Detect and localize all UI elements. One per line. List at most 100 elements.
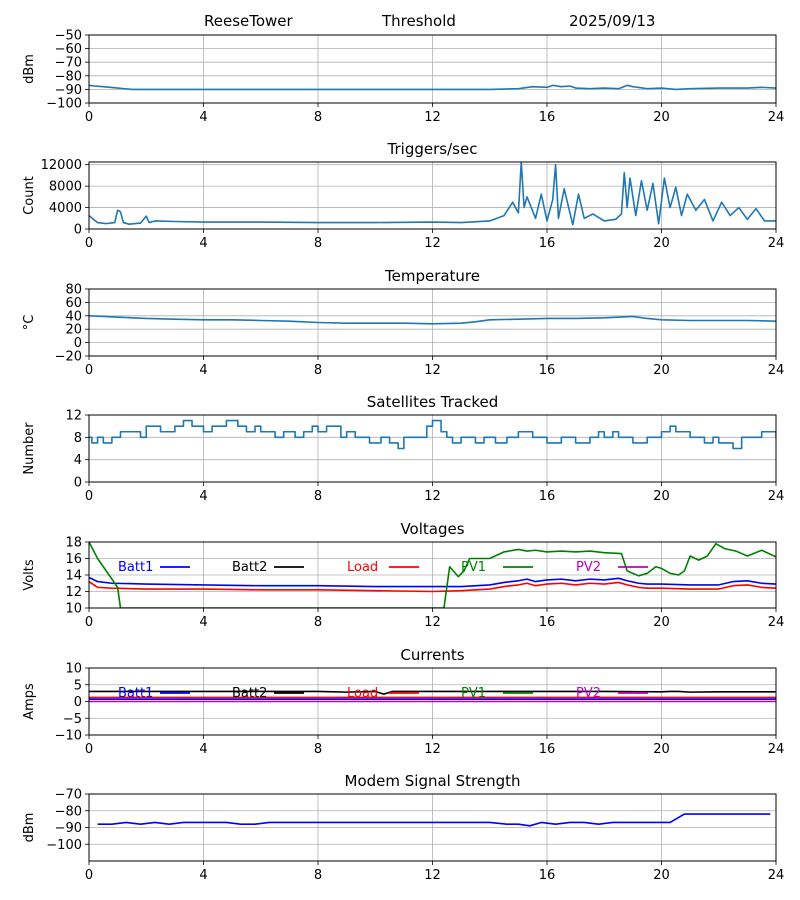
y-tick-label: −100 [46, 97, 82, 112]
x-tick-label: 20 [653, 615, 670, 630]
x-tick-label: 20 [653, 868, 670, 883]
x-tick-label: 12 [424, 236, 441, 251]
x-tick-label: 8 [314, 363, 322, 378]
y-tick-label: −80 [55, 804, 82, 819]
series-line [89, 162, 776, 226]
y-tick-label: 4000 [49, 201, 82, 216]
y-tick-label: −70 [55, 56, 82, 71]
y-tick-label: −60 [55, 42, 82, 57]
legend-label-pv2: PV2 [576, 560, 601, 575]
legend-label-load: Load [347, 560, 378, 575]
y-tick-label: 12 [65, 585, 82, 600]
x-tick-label: 4 [199, 742, 207, 757]
x-tick-label: 0 [85, 363, 93, 378]
x-tick-label: 16 [539, 868, 556, 883]
y-axis-label: Amps [22, 683, 37, 720]
y-tick-label: −70 [55, 788, 82, 803]
x-tick-label: 24 [768, 236, 785, 251]
report-date: 2025/09/13 [569, 12, 656, 30]
legend-label-batt1: Batt1 [118, 686, 153, 701]
x-tick-label: 0 [85, 236, 93, 251]
series-line-batt2 [89, 690, 776, 695]
x-tick-label: 20 [653, 110, 670, 125]
plot-frame [88, 793, 777, 862]
chart-panel-1: 0 4 8 12 16 20 24 −50−60−70−80−90−100 dBm [22, 29, 784, 126]
plot-frame [88, 161, 777, 230]
x-tick-label: 24 [768, 868, 785, 883]
x-tick-label: 4 [199, 236, 207, 251]
station-name: ReeseTower [204, 12, 293, 30]
x-tick-label: 20 [653, 363, 670, 378]
plot-frame [88, 541, 777, 609]
y-axis-label: dBm [22, 813, 37, 843]
y-axis-label: Count [22, 176, 37, 215]
x-tick-label: 0 [85, 742, 93, 757]
y-tick-label: 5 [74, 678, 82, 693]
legend-label-load: Load [347, 686, 378, 701]
x-tick-label: 12 [424, 110, 441, 125]
series-line-batt1 [89, 576, 776, 588]
x-tick-label: 16 [539, 489, 556, 504]
plot-frame [88, 414, 777, 483]
y-tick-label: 0 [74, 336, 82, 351]
x-tick-label: 16 [539, 236, 556, 251]
y-tick-label: −5 [63, 712, 82, 727]
chart-title: Modem Signal Strength [345, 772, 521, 790]
chart-title: Currents [400, 646, 464, 664]
x-tick-label: 24 [768, 110, 785, 125]
series-line-load [89, 580, 776, 593]
x-tick-label: 4 [199, 615, 207, 630]
x-tick-label: 4 [199, 868, 207, 883]
plot-frame [88, 667, 777, 736]
y-tick-label: 8 [74, 431, 82, 446]
x-tick-label: 0 [85, 615, 93, 630]
y-tick-label: −20 [55, 350, 82, 365]
y-tick-label: 12000 [41, 158, 82, 173]
chart-panel-4: 0 4 8 12 16 20 24 0 4 8 12 Satellites Tracked Number [22, 393, 784, 504]
series-line [89, 84, 776, 91]
y-tick-label: 8000 [49, 180, 82, 195]
x-tick-label: 8 [314, 742, 322, 757]
x-tick-label: 8 [314, 236, 322, 251]
series-line-pv1 [89, 542, 776, 608]
chart-panel-7: 0 4 8 12 16 20 24 −100 −90 −80−70 Modem Signal Str… [22, 772, 784, 883]
mode-label: Threshold [382, 12, 456, 30]
legend-label-batt2: Batt2 [232, 560, 267, 575]
chart-title: Satellites Tracked [367, 393, 498, 411]
x-tick-label: 8 [314, 868, 322, 883]
y-axis-label: dBm [22, 54, 37, 84]
x-tick-label: 16 [539, 742, 556, 757]
x-tick-label: 8 [314, 110, 322, 125]
x-tick-label: 12 [424, 615, 441, 630]
x-tick-label: 24 [768, 615, 785, 630]
chart-title: Voltages [400, 520, 464, 538]
x-tick-label: 12 [424, 868, 441, 883]
x-tick-label: 4 [199, 363, 207, 378]
y-tick-label: 10 [65, 662, 82, 677]
series-line [89, 419, 776, 450]
y-axis-label: Number [22, 422, 37, 475]
y-tick-label: 20 [65, 323, 82, 338]
legend-label-pv1: PV1 [461, 686, 486, 701]
y-tick-label: 12 [65, 409, 82, 424]
y-tick-label: 14 [65, 569, 82, 584]
legend-label-pv2: PV2 [576, 686, 601, 701]
x-tick-label: 0 [85, 110, 93, 125]
x-tick-label: 12 [424, 489, 441, 504]
y-axis-label: °C [22, 315, 37, 331]
x-tick-label: 0 [85, 489, 93, 504]
x-tick-label: 24 [768, 742, 785, 757]
x-tick-label: 16 [539, 363, 556, 378]
x-tick-label: 4 [199, 489, 207, 504]
y-tick-label: 0 [74, 476, 82, 491]
legend-label-batt1: Batt1 [118, 560, 153, 575]
y-tick-label: 0 [74, 223, 82, 238]
x-tick-label: 20 [653, 742, 670, 757]
y-tick-label: 10 [65, 602, 82, 617]
x-tick-label: 24 [768, 363, 785, 378]
x-tick-label: 12 [424, 363, 441, 378]
